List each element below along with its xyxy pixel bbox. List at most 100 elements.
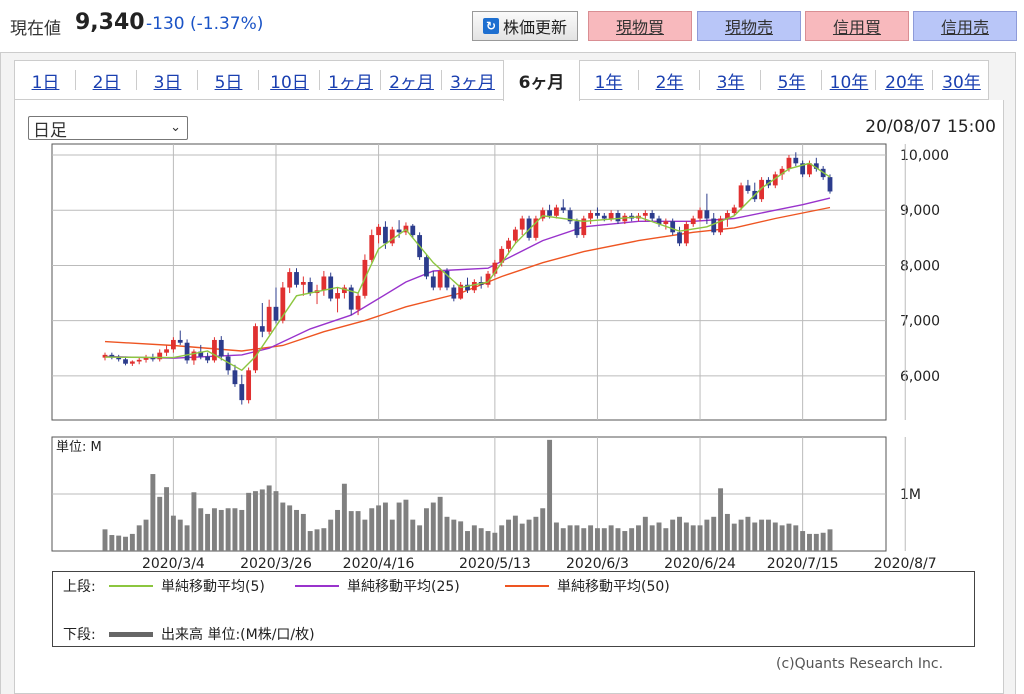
- tab-period[interactable]: 2日: [76, 61, 137, 99]
- candle: [389, 226, 395, 247]
- candle-body: [198, 351, 204, 357]
- tab-period[interactable]: 3日: [137, 61, 198, 99]
- tab-period[interactable]: 1日: [15, 61, 76, 99]
- candle-body: [116, 357, 122, 360]
- tab-period[interactable]: 10年: [822, 61, 876, 99]
- candle: [232, 364, 238, 387]
- volume-bar: [451, 519, 457, 551]
- tab-period[interactable]: 5日: [198, 61, 259, 99]
- margin-buy-button[interactable]: 信用買: [805, 11, 909, 41]
- volume-bar: [540, 508, 546, 551]
- price-tick-label: 9,000: [900, 203, 940, 219]
- volume-bar: [820, 532, 826, 551]
- tab-period[interactable]: 1ヶ月: [320, 61, 381, 99]
- tab-period[interactable]: 5年: [761, 61, 822, 99]
- volume-bar: [519, 523, 525, 551]
- candle-body: [540, 210, 546, 219]
- refresh-button[interactable]: ↻ 株価更新: [472, 11, 578, 41]
- candle: [533, 215, 539, 241]
- candle: [800, 160, 806, 178]
- candle: [123, 356, 128, 366]
- candle-body: [123, 359, 128, 364]
- candle-body: [129, 361, 135, 364]
- candle: [328, 272, 334, 302]
- candle-body: [444, 270, 450, 288]
- tab-period[interactable]: 6ヶ月: [503, 60, 580, 101]
- candle-body: [745, 185, 751, 191]
- tab-period[interactable]: 1年: [578, 61, 639, 99]
- tab-period[interactable]: 3ヶ月: [450, 72, 495, 93]
- tab-period[interactable]: 20年: [876, 61, 933, 99]
- volume-bar: [581, 528, 587, 551]
- tab-period[interactable]: 3年: [700, 61, 761, 99]
- volume-bar: [430, 502, 436, 551]
- volume-label: 出来高 単位:(M株/口/枚): [161, 627, 315, 643]
- candle: [813, 157, 819, 172]
- candle: [588, 210, 594, 225]
- legend-volume: 出来高 単位:(M株/口/枚): [99, 624, 315, 644]
- candle: [560, 199, 566, 213]
- candle: [670, 218, 676, 236]
- candle-body: [246, 370, 252, 401]
- volume-bar: [642, 516, 648, 551]
- tab-period[interactable]: 2ヶ月: [381, 61, 442, 99]
- candle-body: [800, 163, 806, 175]
- candle-body: [725, 213, 730, 219]
- volume-bar: [588, 525, 594, 551]
- volume-bar: [745, 516, 751, 551]
- candle: [451, 284, 457, 302]
- candle: [273, 287, 279, 324]
- candle-body: [547, 210, 552, 216]
- volume-bar: [800, 531, 806, 551]
- candle-body: [266, 306, 272, 332]
- volume-bar: [246, 492, 252, 551]
- candle: [704, 193, 710, 225]
- candle-body: [772, 174, 778, 186]
- volume-bar: [499, 525, 505, 551]
- volume-bar: [656, 522, 662, 551]
- volume-bar: [690, 525, 696, 551]
- volume-bar: [807, 533, 812, 551]
- candle: [294, 268, 299, 288]
- legend-upper-label: 上段:: [63, 579, 96, 595]
- volume-bar: [355, 511, 361, 551]
- candle-body: [663, 221, 669, 225]
- volume-bar: [444, 516, 450, 551]
- cash-buy-button[interactable]: 現物買: [588, 11, 692, 41]
- candle-body: [471, 282, 477, 291]
- candle: [157, 349, 163, 362]
- candle-body: [191, 351, 197, 361]
- volume-unit-label: 単位: M: [56, 439, 102, 455]
- candle: [239, 374, 245, 405]
- candle: [471, 279, 477, 294]
- candle: [191, 349, 197, 365]
- tab-period[interactable]: 2年: [639, 61, 700, 99]
- period-select[interactable]: 日足 ⌄: [28, 116, 188, 141]
- tab-period[interactable]: 10日: [259, 61, 320, 99]
- candle-body: [718, 218, 723, 233]
- price-value: 9,340: [75, 10, 145, 35]
- candle: [369, 229, 375, 263]
- candle: [465, 277, 470, 294]
- volume-bar: [458, 521, 464, 551]
- price-change: -130 (-1.37%): [146, 14, 263, 34]
- refresh-icon: ↻: [482, 18, 499, 34]
- tab-period[interactable]: 30年: [942, 72, 981, 93]
- cash-sell-button[interactable]: 現物売: [697, 11, 801, 41]
- volume-bar: [211, 508, 217, 551]
- volume-bar: [670, 519, 676, 551]
- margin-sell-button[interactable]: 信用売: [913, 11, 1017, 41]
- candle: [697, 207, 703, 222]
- candle-body: [410, 225, 416, 236]
- candle-body: [424, 257, 429, 277]
- volume-bar: [813, 533, 819, 551]
- candle-body: [560, 207, 566, 211]
- chart-legend: 上段: 単純移動平均(5) 単純移動平均(25) 単純移動平均(50) 下段: …: [52, 571, 975, 647]
- x-tick-label: 2020/7/15: [767, 556, 839, 572]
- candle: [129, 360, 135, 366]
- candle-body: [759, 179, 764, 200]
- volume-bar: [738, 519, 744, 551]
- ma25-line: [104, 197, 831, 359]
- candle: [205, 352, 210, 364]
- candle: [136, 357, 142, 365]
